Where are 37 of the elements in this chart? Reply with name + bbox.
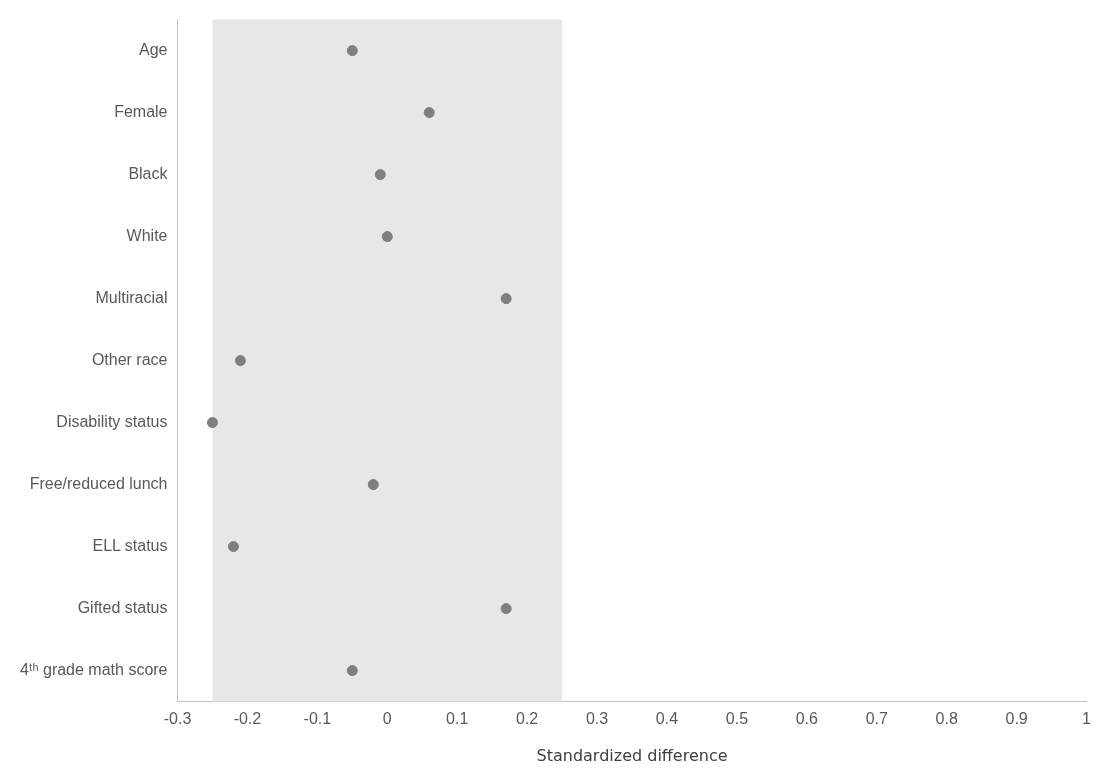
x-tick-label: -0.3 [163, 709, 192, 727]
x-tick-label: 0.6 [795, 709, 819, 727]
x-tick-label: 0.5 [725, 709, 749, 727]
x-tick-label: 0.9 [1005, 709, 1028, 727]
y-tick-label: Free/reduced lunch [29, 475, 168, 493]
point [227, 541, 239, 553]
point [346, 665, 358, 677]
point [367, 479, 379, 491]
x-tick-label: 0.4 [655, 709, 679, 727]
y-tick-label: Age [139, 41, 168, 59]
y-tick-label: Black [128, 165, 169, 183]
point [346, 45, 358, 57]
y-tick-label: Female [114, 103, 168, 121]
point [423, 107, 435, 119]
point [381, 231, 393, 243]
point [234, 355, 246, 367]
x-tick-label: -0.1 [303, 709, 332, 727]
x-tick-label: 1 [1082, 709, 1092, 727]
x-tick-label: 0.1 [446, 709, 469, 727]
point [374, 169, 386, 181]
y-tick-label: 4ᵗʰ grade math score [20, 661, 168, 679]
point [206, 417, 218, 429]
x-tick-label: 0.3 [585, 709, 609, 727]
point [500, 293, 512, 305]
x-tick-label: 0.2 [516, 709, 539, 727]
x-axis-title: Standardized difference [536, 745, 728, 765]
y-tick-label: Other race [91, 351, 168, 369]
y-tick-label: White [126, 227, 168, 245]
y-tick-label: Multiracial [95, 289, 168, 307]
x-tick-label: -0.2 [233, 709, 262, 727]
y-tick-label: ELL status [92, 537, 168, 555]
x-tick-label: 0.7 [865, 709, 888, 727]
y-tick-label: Gifted status [77, 599, 168, 617]
y-tick-label: Disability status [56, 413, 168, 431]
x-tick-label: 0 [382, 709, 392, 727]
x-tick-label: 0.8 [935, 709, 958, 727]
point [500, 603, 512, 615]
